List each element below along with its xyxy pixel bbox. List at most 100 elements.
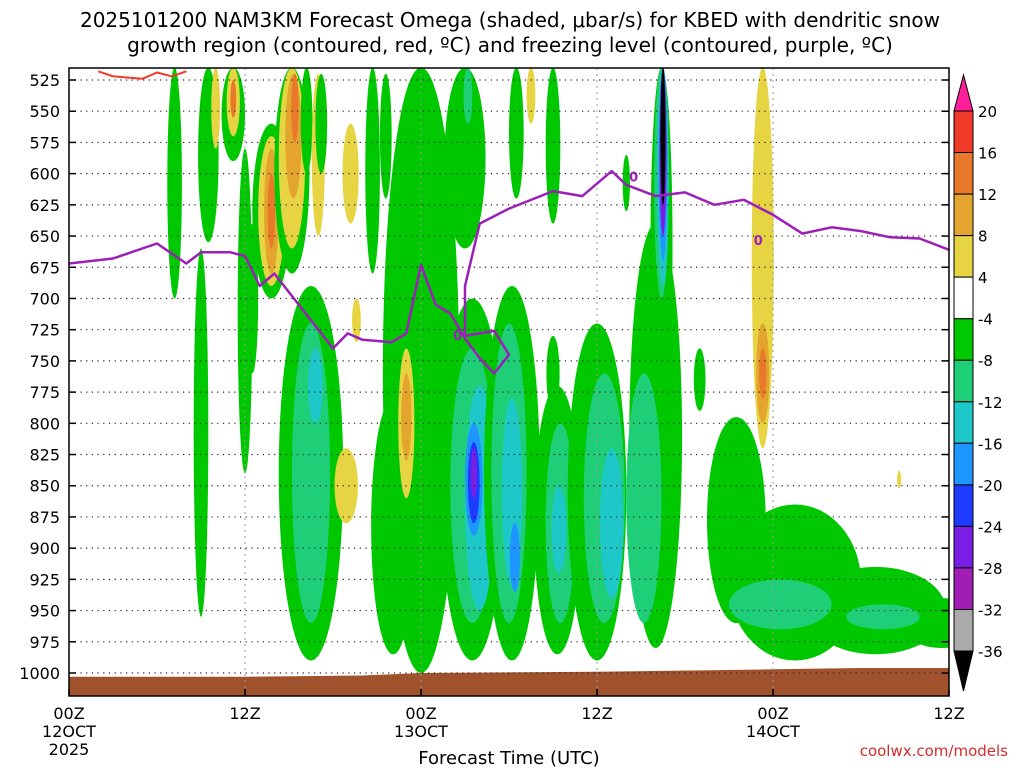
colorbar-bin-8 [953, 401, 974, 444]
y-tick-label-550: 550 [29, 102, 60, 121]
colorbar-bin-11 [953, 525, 974, 569]
omega-region-3 [193, 248, 209, 617]
omega-region-57 [626, 373, 662, 624]
omega-region-27 [379, 73, 392, 199]
colorbar-label-0: 20 [978, 103, 997, 121]
omega-region-44 [509, 523, 520, 592]
omega-region-40 [470, 448, 478, 499]
y-tick-label-900: 900 [29, 539, 60, 558]
y-tick-label-850: 850 [29, 477, 60, 496]
omega-region-23 [342, 123, 359, 224]
x-tick-label-12-0: 12Z [229, 704, 260, 723]
y-tick-label-825: 825 [29, 446, 60, 465]
colorbar-bin-12 [953, 567, 974, 610]
omega-region-7 [237, 148, 253, 474]
x-tick-label-48-1: 14OCT [746, 722, 800, 741]
omega-region-45 [509, 68, 524, 199]
freezing-level-label-2: 0 [754, 234, 763, 249]
colorbar-label-5: -4 [978, 311, 993, 329]
freezing-level-contour [69, 169, 949, 375]
omega-region-16 [291, 73, 299, 143]
omega-region-64 [693, 348, 706, 411]
x-tick-label-0-1: 12OCT [42, 722, 96, 741]
colorbar-label-4: 4 [978, 269, 988, 287]
ground-fill [69, 668, 949, 696]
colorbar-bin-5 [953, 276, 974, 320]
y-tick-label-625: 625 [29, 196, 60, 215]
y-tick-label-650: 650 [29, 227, 60, 246]
y-tick-label-700: 700 [29, 289, 60, 308]
x-axis-label: Forecast Time (UTC) [418, 748, 599, 768]
y-tick-label-750: 750 [29, 352, 60, 371]
colorbar-bin-14 [953, 650, 974, 692]
omega-region-32 [418, 73, 430, 174]
x-tick-label-60-0: 12Z [933, 704, 964, 723]
omega-region-72 [729, 579, 832, 630]
chart-title-line1: 2025101200 NAM3KM Forecast Omega (shaded… [80, 8, 940, 32]
omega-region-12 [267, 173, 276, 249]
colorbar: 20 16 12 8 4 -4 -8 -12 -16 -20 -24 -28 -32 -36 [953, 73, 1003, 692]
omega-region-19 [315, 73, 328, 174]
colorbar-label-9: -20 [978, 477, 1003, 495]
credit-url: coolwx.com/models [860, 742, 1008, 760]
colorbar-label-11: -28 [978, 560, 1003, 578]
y-tick-label-575: 575 [29, 133, 60, 152]
colorbar-bin-13 [953, 608, 974, 652]
omega-region-24 [352, 298, 361, 343]
colorbar-label-13: -36 [978, 643, 1003, 661]
colorbar-label-3: 8 [978, 228, 988, 246]
y-tick-label-950: 950 [29, 602, 60, 621]
omega-region-17 [300, 68, 313, 174]
colorbar-bin-2 [953, 152, 974, 195]
plot-frame [68, 67, 950, 697]
omega-region-22 [308, 348, 323, 424]
y-tick-label-600: 600 [29, 165, 60, 184]
omega-region-46 [526, 68, 536, 124]
y-tick-label-775: 775 [29, 383, 60, 402]
contour-lines: 0 0 0 [69, 70, 949, 375]
colorbar-label-12: -32 [978, 601, 1003, 619]
x-tick-label-0-2: 2025 [49, 740, 90, 759]
omega-region-6 [230, 80, 237, 118]
colorbar-bin-1 [953, 110, 974, 154]
omega-region-63 [660, 68, 666, 205]
colorbar-bin-10 [953, 484, 974, 527]
omega-region-33 [444, 68, 486, 249]
colorbar-bin-9 [953, 442, 974, 486]
omega-region-54 [599, 448, 624, 599]
colorbar-label-1: 16 [978, 145, 997, 163]
omega-region-31 [401, 373, 412, 461]
x-tick-label-48-0: 00Z [757, 704, 788, 723]
y-tick-label-925: 925 [29, 570, 60, 589]
chart-title-line2: growth region (contoured, red, ºC) and f… [127, 33, 893, 57]
omega-region-73 [846, 604, 920, 630]
omega-region-47 [545, 68, 561, 224]
y-tick-label-725: 725 [29, 321, 60, 340]
y-tick-label-975: 975 [29, 633, 60, 652]
colorbar-label-6: -8 [978, 352, 993, 370]
y-tick-label-800: 800 [29, 414, 60, 433]
colorbar-bin-6 [953, 318, 974, 361]
y-tick-label-675: 675 [29, 258, 60, 277]
freezing-level-label-0: 0 [453, 329, 462, 344]
y-tick-label-1000: 1000 [19, 664, 60, 683]
colorbar-label-8: -16 [978, 435, 1003, 453]
colorbar-label-2: 12 [978, 186, 997, 204]
y-axis-pressure: 525 550 575 600 625 650 675 700 725 750 775 800 825 8… [19, 71, 949, 683]
omega-region-74 [897, 470, 902, 489]
colorbar-label-7: -12 [978, 394, 1003, 412]
omega-region-26 [365, 68, 380, 274]
colorbar-bin-4 [953, 235, 974, 278]
y-tick-label-875: 875 [29, 508, 60, 527]
colorbar-label-10: -24 [978, 518, 1003, 536]
colorbar-bin-3 [953, 193, 974, 237]
dendritic-growth-contour [97, 70, 187, 80]
omega-region-55 [622, 154, 630, 212]
omega-region-25 [334, 448, 358, 524]
x-tick-label-36-0: 12Z [581, 704, 612, 723]
x-tick-label-24-0: 00Z [405, 704, 436, 723]
ground-surface [69, 668, 949, 696]
omega-region-2 [211, 68, 221, 149]
freezing-level-label-1: 0 [629, 170, 638, 185]
